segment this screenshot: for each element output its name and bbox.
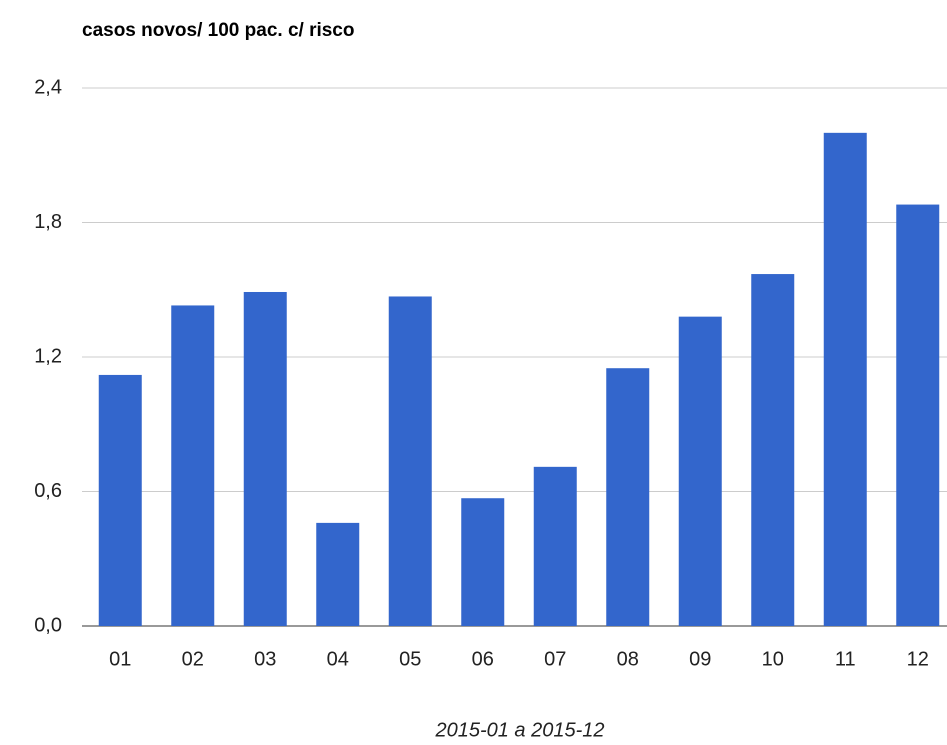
bar (896, 204, 940, 627)
x-tick-label: 04 (327, 648, 349, 670)
x-tick-label: 08 (617, 648, 639, 670)
y-tick-label: 0,0 (34, 614, 62, 636)
chart-title: casos novos/ 100 pac. c/ risco (82, 20, 354, 41)
x-tick-label: 06 (472, 648, 494, 670)
bar (533, 466, 577, 626)
bar (388, 296, 432, 626)
x-tick-label: 12 (907, 648, 929, 670)
bar (98, 374, 142, 626)
bar (751, 274, 795, 626)
y-tick-label: 1,2 (34, 345, 62, 367)
bar (461, 498, 505, 626)
bar (243, 291, 287, 626)
x-tick-label: 11 (835, 648, 856, 670)
x-tick-label: 05 (399, 648, 421, 670)
x-tick-label: 01 (109, 648, 131, 670)
x-tick-label: 02 (182, 648, 204, 670)
bar (606, 368, 650, 626)
x-tick-label: 03 (254, 648, 276, 670)
y-tick-label: 0,6 (34, 480, 62, 502)
y-tick-label: 1,8 (34, 211, 62, 233)
bar (316, 522, 360, 626)
x-tick-label: 09 (689, 648, 711, 670)
x-tick-label: 10 (762, 648, 784, 670)
x-tick-label: 07 (544, 648, 566, 670)
bar (678, 316, 722, 626)
bar (171, 305, 215, 626)
bar (823, 132, 867, 627)
x-axis-label: 2015-01 a 2015-12 (434, 719, 604, 741)
y-tick-label: 2,4 (34, 76, 62, 98)
